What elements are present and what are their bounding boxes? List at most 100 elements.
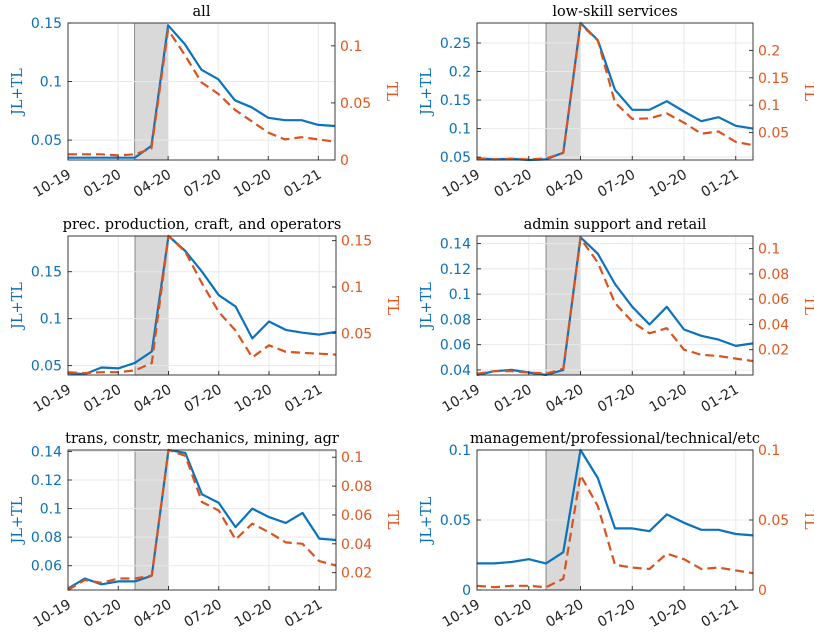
left-axis-label: JL+TL	[10, 68, 26, 117]
chart-panel-6: 0 0.05 0.1 0 0.05 0.1 10-19 01-20 04-20 07-20 10-2…	[419, 431, 814, 631]
left-tick-label: 0.08	[440, 312, 471, 328]
x-tick-label: 10-19	[440, 597, 483, 631]
x-tick-label: 07-20	[181, 167, 224, 201]
axes-box	[67, 449, 337, 591]
axes-box	[67, 22, 336, 161]
jl-tl-series-line	[68, 24, 336, 159]
x-tick-label: 01-21	[699, 167, 742, 201]
recession-band	[545, 235, 581, 376]
jl-tl-series-line	[477, 448, 754, 565]
left-tick-label: 0.08	[31, 530, 62, 546]
right-tick-label: 0.04	[758, 317, 789, 333]
x-tick-label: 07-20	[595, 167, 638, 201]
x-tick-label: 07-20	[182, 597, 225, 631]
x-tick-label: 10-19	[31, 597, 74, 631]
left-tick-label: 0.15	[440, 93, 471, 109]
chart-title: low-skill services	[552, 4, 677, 20]
left-tick-label: 0.1	[449, 287, 471, 303]
jl-tl-series-line	[476, 21, 754, 162]
right-tick-label: 0.1	[758, 242, 780, 258]
x-tick-label: 10-20	[232, 597, 275, 631]
right-tick-label: 0.05	[340, 96, 371, 112]
left-tick-label: 0.05	[440, 150, 471, 166]
x-tick-label: 01-20	[81, 167, 124, 201]
x-tick-label: 10-20	[647, 382, 690, 416]
left-tick-label: 0.04	[440, 363, 471, 379]
right-tick-label: 0.15	[758, 71, 789, 87]
x-tick-label: 01-20	[81, 597, 124, 631]
right-tick-label: 0.2	[758, 43, 780, 59]
axes-box	[476, 22, 754, 161]
x-tick-label: 04-20	[543, 167, 586, 201]
chart-panel-4: 0.04 0.06 0.08 0.1 0.12 0.14 0.02 0.04 0.06 0.08 0…	[419, 217, 814, 416]
left-tick-label: 0.05	[31, 133, 62, 149]
left-axis-label: JL+TL	[10, 496, 26, 545]
x-tick-label: 10-19	[440, 167, 483, 201]
right-tick-label: 0	[340, 153, 349, 169]
right-tick-label: 0.1	[758, 98, 780, 114]
axes-box	[476, 235, 754, 376]
x-tick-label: 07-20	[595, 382, 638, 416]
jl-tl-series-line	[476, 236, 754, 377]
left-tick-label: 0.06	[31, 559, 62, 575]
x-tick-label: 10-19	[31, 382, 74, 416]
right-tick-label: 0.02	[758, 343, 789, 359]
chart-title: management/professional/technical/etc	[470, 431, 760, 447]
recession-band	[134, 22, 169, 161]
left-tick-label: 0.06	[440, 338, 471, 354]
right-tick-label: 0.08	[758, 267, 789, 283]
x-tick-label: 04-20	[131, 382, 174, 416]
left-tick-label: 0.05	[31, 359, 62, 375]
left-tick-label: 0.1	[449, 122, 471, 138]
x-tick-label: 07-20	[595, 597, 638, 631]
left-tick-label: 0.1	[40, 502, 62, 518]
recession-band	[134, 449, 169, 591]
x-tick-label: 07-20	[182, 382, 225, 416]
chart-panel-5: 0.06 0.08 0.1 0.12 0.14 0.02 0.04 0.06 0.08 0.1 10…	[10, 431, 400, 631]
right-axis-label: TL	[801, 82, 814, 102]
left-tick-label: 0	[462, 583, 471, 599]
right-tick-label: 0.05	[758, 513, 789, 529]
tl-series-line	[67, 234, 337, 375]
left-tick-label: 0.1	[40, 312, 62, 328]
left-tick-label: 0.1	[40, 75, 62, 91]
x-tick-label: 10-20	[231, 167, 274, 201]
axes-box	[67, 235, 337, 376]
left-tick-label: 0.15	[31, 265, 62, 281]
right-axis-label: TL	[383, 82, 399, 102]
left-tick-label: 0.14	[31, 444, 62, 460]
tl-series-line	[476, 474, 754, 589]
x-tick-label: 04-20	[131, 167, 174, 201]
chart-panel-3: 0.05 0.1 0.15 0.05 0.1 0.15 10-19 01-20 04-20 07-…	[10, 217, 400, 416]
x-tick-label: 04-20	[543, 597, 586, 631]
right-tick-label: 0.1	[758, 443, 780, 459]
left-tick-label: 0.25	[440, 36, 471, 52]
right-tick-label: 0.05	[758, 126, 789, 142]
left-tick-label: 0.12	[31, 473, 62, 489]
chart-title: admin support and retail	[524, 217, 707, 233]
x-tick-label: 04-20	[543, 382, 586, 416]
tl-series-line	[476, 23, 754, 161]
right-tick-label: 0.15	[341, 234, 372, 250]
jl-tl-series-line	[67, 234, 337, 376]
chart-title: trans, constr, mechanics, mining, agr	[65, 431, 339, 447]
chart-title: prec. production, craft, and operators	[63, 217, 342, 233]
x-tick-label: 01-20	[492, 597, 535, 631]
right-tick-label: 0.1	[340, 39, 362, 55]
x-tick-label: 01-21	[282, 382, 325, 416]
x-tick-label: 10-19	[31, 167, 74, 201]
left-tick-label: 0.14	[440, 237, 471, 253]
left-tick-label: 0.2	[449, 65, 471, 81]
right-tick-label: 0.02	[341, 566, 372, 582]
x-tick-label: 10-20	[232, 382, 275, 416]
x-tick-label: 01-21	[699, 382, 742, 416]
left-tick-label: 0.1	[449, 443, 471, 459]
right-tick-label: 0.05	[341, 326, 372, 342]
chart-panel-1: 0.05 0.1 0.15 0 0.05 0.1 10-19 01-20 04-20 07-20 1…	[10, 4, 399, 201]
x-tick-label: 01-21	[699, 597, 742, 631]
chart-title: all	[193, 4, 211, 20]
left-axis-label: JL+TL	[419, 282, 435, 331]
x-tick-label: 01-21	[282, 597, 325, 631]
left-tick-label: 0.05	[440, 513, 471, 529]
